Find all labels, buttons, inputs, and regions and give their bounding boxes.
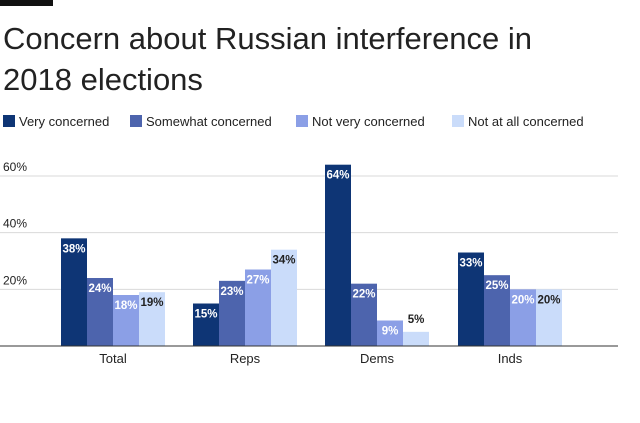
data-label-very-concerned-inds: 33% — [459, 258, 482, 270]
legend-item-not-very-concerned: Not very concerned — [296, 113, 425, 129]
data-label-somewhat-concerned-reps: 23% — [220, 286, 243, 298]
data-label-very-concerned-total: 38% — [62, 243, 85, 255]
legend-label-somewhat-concerned: Somewhat concerned — [146, 113, 272, 129]
bar-not-very-concerned-total — [113, 295, 139, 346]
data-label-somewhat-concerned-dems: 22% — [352, 289, 375, 301]
data-label-very-concerned-dems: 64% — [326, 170, 349, 182]
data-label-not-very-concerned-dems: 9% — [382, 326, 399, 338]
legend-item-somewhat-concerned: Somewhat concerned — [130, 113, 272, 129]
chart-title: Concern about Russian interference in 20… — [3, 21, 533, 97]
bar-very-concerned-reps — [193, 303, 219, 346]
data-label-not-at-all-concerned-inds: 20% — [537, 294, 560, 306]
y-tick-label-60: 60% — [3, 160, 27, 174]
bar-not-very-concerned-reps — [245, 269, 271, 346]
data-label-not-very-concerned-total: 18% — [114, 300, 137, 312]
data-label-very-concerned-reps: 15% — [194, 309, 217, 321]
data-label-not-very-concerned-reps: 27% — [246, 275, 269, 287]
bar-somewhat-concerned-reps — [219, 280, 245, 346]
bar-chart: 20% 40% 60% 38% 15% 64% 33% 24% 23% 22% 25% 18% 27% 9… — [0, 160, 618, 366]
category-label-reps: Reps — [230, 351, 261, 366]
legend-swatch-not-very-concerned — [296, 115, 308, 127]
data-label-not-at-all-concerned-total: 19% — [140, 297, 163, 309]
y-tick-label-40: 40% — [3, 217, 27, 231]
bar-somewhat-concerned-dems — [351, 283, 377, 346]
bar-not-very-concerned-inds — [510, 289, 536, 346]
bar-very-concerned-dems — [325, 164, 351, 346]
data-label-not-very-concerned-inds: 20% — [511, 294, 534, 306]
bar-not-at-all-concerned-dems — [403, 331, 429, 346]
legend-label-not-at-all-concerned: Not at all concerned — [468, 113, 584, 129]
bar-not-at-all-concerned-inds — [536, 289, 562, 346]
legend-label-very-concerned: Very concerned — [19, 113, 110, 129]
bar-not-at-all-concerned-reps — [271, 249, 297, 346]
category-label-dems: Dems — [360, 351, 394, 366]
legend-item-very-concerned: Very concerned — [3, 113, 109, 129]
bar-very-concerned-total — [61, 238, 87, 346]
bar-not-very-concerned-dems — [377, 320, 403, 346]
bar-somewhat-concerned-total — [87, 278, 113, 346]
data-label-not-at-all-concerned-dems: 5% — [408, 314, 425, 326]
header-accent-bar — [0, 0, 53, 6]
legend-item-not-at-all-concerned: Not at all concerned — [452, 113, 584, 129]
chart-legend: Very concerned Somewhat concerned Not ve… — [3, 113, 633, 129]
data-label-somewhat-concerned-inds: 25% — [485, 280, 508, 292]
legend-label-not-very-concerned: Not very concerned — [312, 113, 425, 129]
legend-swatch-very-concerned — [3, 115, 15, 127]
data-label-not-at-all-concerned-reps: 34% — [272, 255, 295, 267]
bar-very-concerned-inds — [458, 252, 484, 346]
legend-swatch-not-at-all-concerned — [452, 115, 464, 127]
bar-not-at-all-concerned-total — [139, 292, 165, 346]
bar-somewhat-concerned-inds — [484, 275, 510, 346]
legend-swatch-somewhat-concerned — [130, 115, 142, 127]
category-label-total: Total — [99, 351, 127, 366]
data-label-somewhat-concerned-total: 24% — [88, 283, 111, 295]
category-label-inds: Inds — [498, 351, 523, 366]
y-tick-label-20: 20% — [3, 273, 27, 287]
